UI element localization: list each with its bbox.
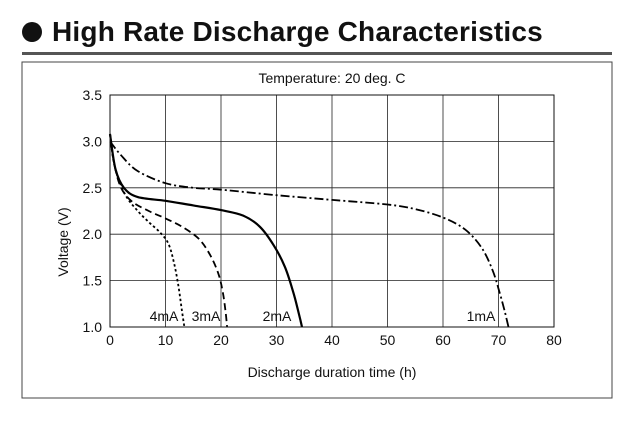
series-line-1ma xyxy=(109,140,510,328)
x-tick-label: 30 xyxy=(269,332,285,348)
x-tick-label: 70 xyxy=(491,332,507,348)
heading-rule xyxy=(22,52,612,55)
page-title: High Rate Discharge Characteristics xyxy=(52,16,543,47)
chart-heading: High Rate Discharge Characteristics xyxy=(22,12,543,52)
chart-title: Temperature: 20 deg. C xyxy=(258,70,405,86)
x-tick-label: 0 xyxy=(106,332,114,348)
chart-border xyxy=(21,61,613,399)
chart-grid xyxy=(110,95,554,327)
y-tick-label: 1.5 xyxy=(83,273,103,289)
y-tick-label: 2.0 xyxy=(83,226,103,242)
series-label-4ma: 4mA xyxy=(150,308,179,324)
y-tick-label: 3.0 xyxy=(83,133,103,149)
series-line-3ma xyxy=(109,133,228,328)
x-tick-label: 60 xyxy=(435,332,451,348)
x-tick-label: 20 xyxy=(213,332,229,348)
bullet-icon xyxy=(22,22,42,42)
series-label-3ma: 3mA xyxy=(192,308,221,324)
series-line-2ma xyxy=(108,133,304,328)
y-tick-label: 3.5 xyxy=(83,87,103,103)
series-label-1ma: 1mA xyxy=(467,308,496,324)
series-line-4ma xyxy=(109,133,186,328)
chart-ticks: 0 10 20 30 40 50 60 70 80 1.0 1.5 2.0 2.5 3.0 3.5 xyxy=(83,87,562,348)
series-label-2ma: 2mA xyxy=(263,308,292,324)
plot-area-frame xyxy=(109,94,555,328)
x-tick-label: 40 xyxy=(324,332,340,348)
y-axis-label: Voltage (V) xyxy=(55,207,71,276)
x-axis-label: Discharge duration time (h) xyxy=(248,364,417,380)
chart-series xyxy=(108,133,510,328)
y-tick-label: 1.0 xyxy=(83,319,103,335)
x-tick-label: 10 xyxy=(158,332,174,348)
x-tick-label: 80 xyxy=(546,332,562,348)
y-tick-label: 2.5 xyxy=(83,180,103,196)
x-tick-label: 50 xyxy=(380,332,396,348)
